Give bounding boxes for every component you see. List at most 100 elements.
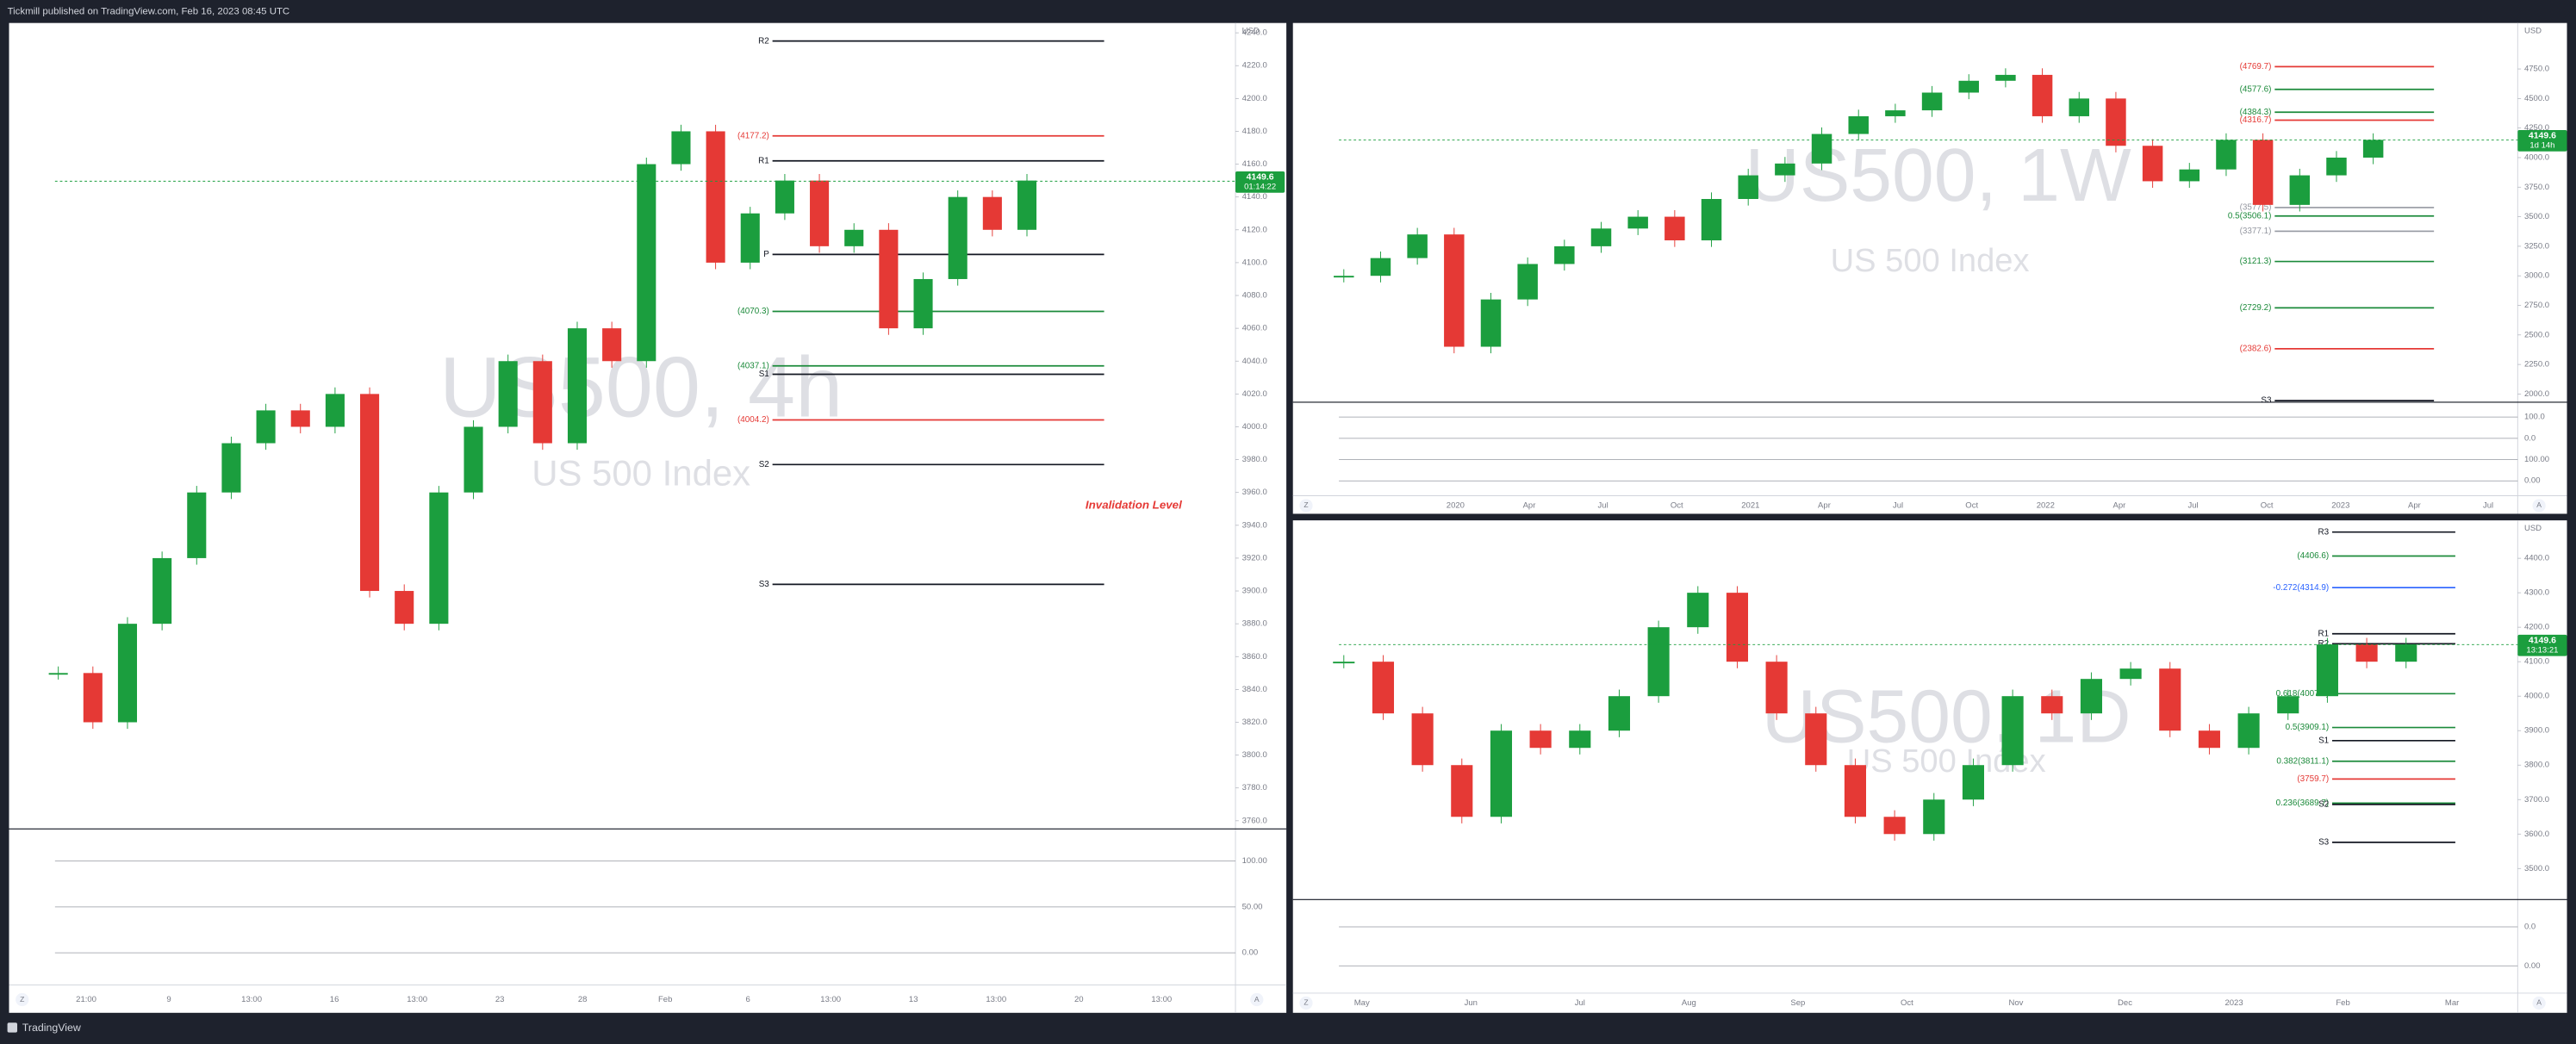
time-label: Apr (1818, 500, 1832, 510)
time-label: Feb (2336, 998, 2349, 1008)
y-tick-label: 3980.0 (1242, 455, 1267, 464)
time-label: Mar (2445, 998, 2460, 1008)
candle (671, 131, 691, 165)
candle (1962, 765, 1984, 800)
level-label: (3759.7) (2297, 774, 2329, 784)
level-label: R1 (758, 156, 769, 165)
candle (429, 492, 449, 625)
y-tick-label: 4300.0 (2524, 588, 2549, 598)
y-tick-label: 3780.0 (1242, 783, 1267, 792)
candle (879, 229, 899, 329)
y-tick-label: 4000.0 (1242, 422, 1267, 432)
candle (1569, 730, 1591, 749)
oscillator-label: 100.0 (2524, 413, 2545, 422)
y-tick-label: 4080.0 (1242, 291, 1267, 301)
time-label: 2021 (1741, 500, 1759, 510)
candle (1490, 730, 1513, 817)
description-watermark: US 500 Index (532, 453, 750, 494)
y-tick-label: 4750.0 (2524, 65, 2549, 74)
y-tick-label: 4020.0 (1242, 389, 1267, 399)
axis-button[interactable]: Z (20, 995, 24, 1004)
axis-button[interactable]: A (1254, 995, 1260, 1004)
level-label: S1 (759, 370, 770, 379)
level-label: (4004.2) (737, 415, 769, 425)
time-label: 21:00 (76, 995, 96, 1004)
level-label: S3 (2318, 837, 2330, 847)
time-label: 13:00 (986, 995, 1006, 1004)
time-label: Sep (1790, 998, 1805, 1008)
time-label: Jul (1575, 998, 1585, 1008)
y-tick-label: 3900.0 (2524, 726, 2549, 736)
level-label: R2 (2318, 639, 2330, 649)
candle (913, 278, 933, 329)
level-label: R2 (758, 36, 769, 46)
time-label: Apr (2408, 500, 2422, 510)
candle (2041, 696, 2063, 714)
y-tick-label: 3820.0 (1242, 718, 1267, 727)
candle (1590, 228, 1612, 246)
candle (2142, 146, 2163, 182)
time-label: 28 (578, 995, 588, 1004)
y-tick-label: 2750.0 (2524, 301, 2549, 310)
time-label: Feb (658, 995, 672, 1004)
oscillator-label: 50.00 (1242, 902, 1263, 911)
time-label: May (1354, 998, 1370, 1008)
currency-label: USD (2524, 27, 2542, 36)
candle (1407, 234, 1428, 258)
time-label: 9 (166, 995, 171, 1004)
oscillator-label: 0.0 (2524, 433, 2536, 443)
candle (2159, 668, 2181, 731)
time-label: Oct (1901, 998, 1913, 1008)
candle (1885, 110, 1906, 116)
level-label: (4577.6) (2240, 84, 2272, 94)
y-tick-label: 3960.0 (1242, 488, 1267, 497)
axis-button-bg (1299, 499, 1313, 513)
y-tick-label: 2250.0 (2524, 360, 2549, 370)
y-tick-label: 3840.0 (1242, 685, 1267, 694)
price-badge-value: 4149.6 (1247, 172, 1274, 182)
price-badge-value: 4149.6 (2529, 131, 2556, 140)
y-tick-label: 4120.0 (1242, 225, 1267, 234)
candle (2316, 644, 2338, 697)
oscillator-label: 0.00 (2524, 961, 2541, 971)
axis-button[interactable]: Z (1304, 500, 1308, 509)
y-tick-label: 4060.0 (1242, 324, 1267, 333)
candle (2001, 696, 2024, 766)
price-badge-value: 4149.6 (2529, 636, 2556, 645)
level-label: R1 (2318, 629, 2330, 638)
time-label: 2023 (2331, 500, 2349, 510)
y-tick-label: 3250.0 (2524, 241, 2549, 251)
y-tick-label: 4400.0 (2524, 554, 2549, 563)
candle (844, 229, 864, 246)
time-label: Jul (1598, 500, 1608, 510)
level-label: 0.5(3506.1) (2228, 211, 2272, 221)
time-label: 13:00 (1151, 995, 1172, 1004)
level-label: (4316.7) (2240, 115, 2272, 125)
candle (2326, 157, 2347, 176)
y-tick-label: 4100.0 (1242, 258, 1267, 267)
candle (1451, 765, 1473, 817)
candle (1334, 276, 1354, 278)
candle (1923, 799, 1945, 835)
axis-button-bg (2532, 996, 2546, 1010)
candle (1995, 74, 2016, 81)
axis-button[interactable]: Z (1304, 998, 1308, 1007)
annotation: Invalidation Level (1086, 498, 1182, 511)
candle (1844, 765, 1866, 817)
axis-button[interactable]: A (2536, 500, 2542, 509)
y-tick-label: 3500.0 (2524, 864, 2549, 873)
candle (2198, 730, 2220, 749)
level-label: S1 (2318, 736, 2330, 745)
candle (187, 492, 207, 558)
axis-button[interactable]: A (2536, 998, 2542, 1007)
level-label: -0.272(4314.9) (2273, 583, 2329, 593)
candle (602, 328, 622, 362)
candle (256, 410, 276, 444)
candle (395, 591, 414, 625)
candle (1372, 662, 1395, 714)
level-label: (4037.1) (737, 361, 769, 370)
y-tick-label: 3800.0 (2524, 761, 2549, 770)
time-label: Jun (1465, 998, 1478, 1008)
